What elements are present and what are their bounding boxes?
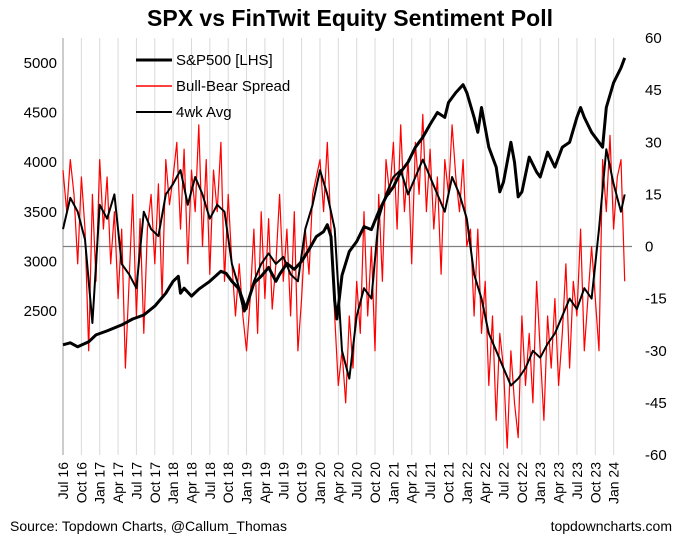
right-tick-label: -45 — [645, 395, 667, 412]
x-tick-label: Apr 18 — [183, 462, 199, 503]
x-tick-label: Oct 17 — [147, 462, 163, 503]
left-tick-label: 2500 — [24, 303, 57, 320]
x-tick-label: Oct 22 — [514, 462, 530, 503]
x-tick-label: Oct 18 — [220, 462, 236, 503]
legend-label-s-p500-lhs: S&P500 [LHS] — [176, 52, 273, 69]
left-tick-label: 5000 — [24, 55, 57, 72]
x-tick-label: Jul 22 — [496, 462, 512, 500]
x-tick-label: Jul 19 — [275, 462, 291, 500]
x-tick-label: Oct 20 — [367, 462, 383, 503]
right-axis: 60 45 30 15 0 -15 -30 -45 -60 — [63, 30, 667, 464]
x-tick-label: Jan 24 — [606, 462, 622, 504]
x-tick-label: Jul 16 — [55, 462, 71, 500]
x-tick-label: Jan 20 — [312, 462, 328, 504]
legend-label-4wk-avg: 4wk Avg — [176, 104, 232, 121]
left-tick-label: 4000 — [24, 154, 57, 171]
series-line-bull-bear-spread — [62, 113, 626, 449]
right-tick-label: 60 — [645, 30, 662, 47]
right-tick-label: -60 — [645, 447, 667, 464]
x-tick-label: Jul 18 — [202, 462, 218, 500]
x-tick-label: Apr 21 — [404, 462, 420, 503]
x-tick-label: Jan 17 — [92, 462, 108, 504]
x-tick-label: Oct 16 — [73, 462, 89, 503]
x-tick-label: Oct 19 — [294, 462, 310, 503]
x-tick-label: Apr 19 — [257, 462, 273, 503]
source-note: Source: Topdown Charts, @Callum_Thomas — [10, 518, 287, 534]
right-tick-label: -30 — [645, 343, 667, 360]
series-line-s-p500-lhs — [62, 57, 627, 349]
x-tick-label: Jul 17 — [128, 462, 144, 500]
right-tick-label: -15 — [645, 291, 667, 308]
x-tick-label: Apr 17 — [110, 462, 126, 503]
x-tick-label: Jan 18 — [165, 462, 181, 504]
left-tick-label: 4500 — [24, 104, 57, 121]
legend: S&P500 [LHS] Bull-Bear Spread 4wk Avg — [136, 52, 290, 121]
left-tick-label: 3000 — [24, 253, 57, 270]
series-layer — [62, 57, 627, 449]
left-axis: 2500 3000 3500 4000 4500 5000 — [24, 38, 64, 455]
right-tick-label: 15 — [645, 186, 662, 203]
x-tick-label: Jan 23 — [532, 462, 548, 504]
x-axis: Jul 16 Oct 16 Jan 17 Apr 17 Jul 17 Oct 17 Jan … — [55, 462, 622, 504]
x-tick-label: Jul 23 — [569, 462, 585, 500]
x-tick-label: Jan 19 — [239, 462, 255, 504]
x-tick-label: Apr 22 — [477, 462, 493, 503]
right-tick-label: 45 — [645, 82, 662, 99]
right-tick-label: 0 — [645, 239, 653, 256]
x-tick-label: Oct 23 — [587, 462, 603, 503]
x-tick-label: Jul 21 — [422, 462, 438, 500]
x-tick-label: Jan 22 — [459, 462, 475, 504]
x-tick-label: Jan 21 — [385, 462, 401, 504]
series-line-4wk-avg — [62, 148, 626, 387]
x-tick-label: Apr 23 — [551, 462, 567, 503]
legend-label-bull-bear-spread: Bull-Bear Spread — [176, 78, 290, 95]
right-tick-label: 30 — [645, 134, 662, 151]
chart-title: SPX vs FinTwit Equity Sentiment Poll — [147, 5, 553, 31]
x-tick-label: Apr 20 — [330, 462, 346, 503]
x-tick-label: Oct 21 — [440, 462, 456, 503]
website-note: topdowncharts.com — [551, 518, 672, 534]
left-tick-label: 3500 — [24, 204, 57, 221]
x-tick-label: Jul 20 — [349, 462, 365, 500]
